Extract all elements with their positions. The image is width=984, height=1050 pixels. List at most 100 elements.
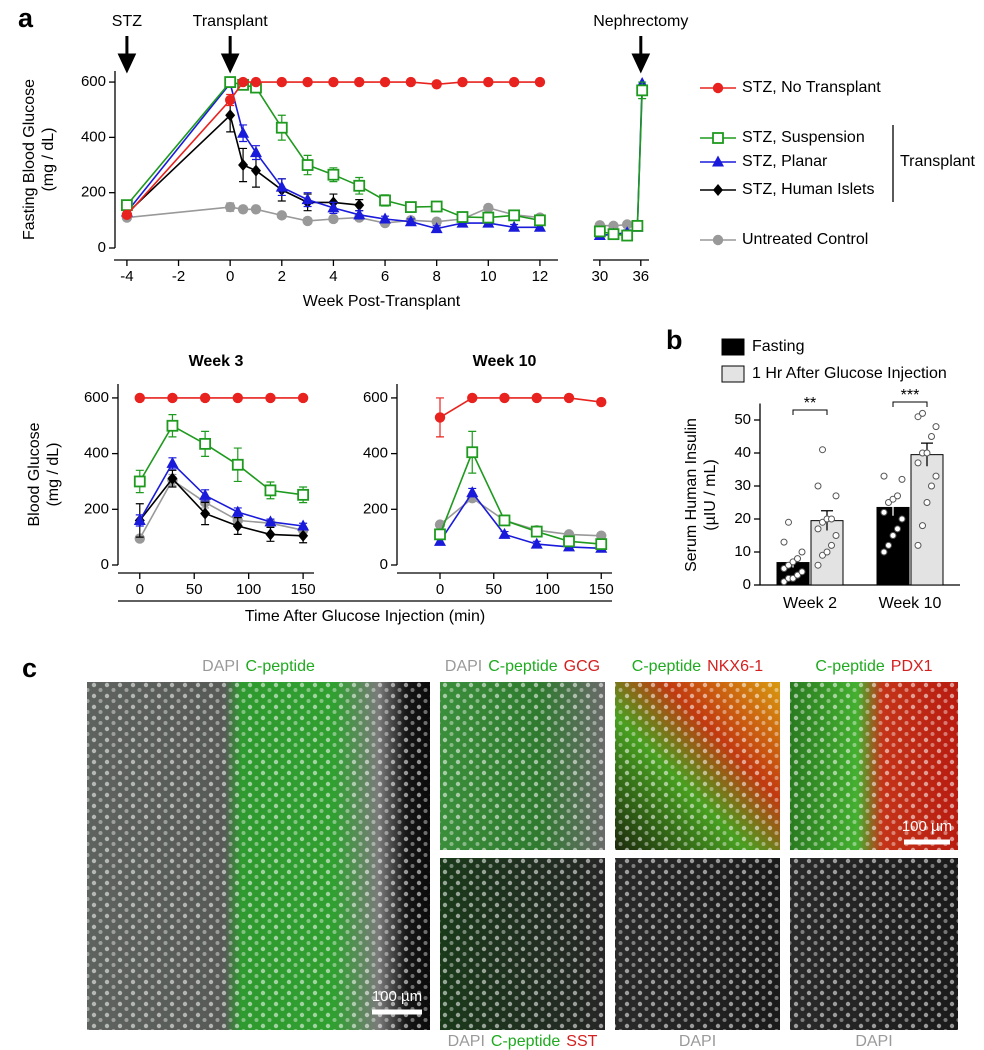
marker [456, 211, 469, 223]
marker [134, 533, 145, 544]
marker [530, 537, 543, 549]
marker [531, 392, 542, 404]
caption-part: C-peptide [245, 658, 314, 675]
marker [276, 76, 287, 88]
x-tick-label: 30 [591, 268, 608, 285]
x-tick-label: 0 [136, 581, 144, 598]
y-tick-label: 400 [363, 445, 388, 462]
legend-swatch [721, 365, 745, 383]
micrograph-texture [87, 682, 430, 1030]
marker [328, 76, 339, 88]
significance-bracket [892, 401, 928, 407]
caption-part: NKX6-1 [707, 658, 763, 675]
scale-bar-label: 100 µm [372, 988, 422, 1005]
y-axis-label: (µIU / mL) [702, 459, 719, 530]
x-tick-label: -4 [120, 268, 133, 285]
marker [167, 392, 178, 404]
y-tick-label: 0 [101, 556, 109, 573]
data-point [798, 568, 806, 576]
y-tick-label: 0 [743, 576, 751, 593]
caption-part: DAPI [448, 1033, 485, 1050]
data-point [828, 515, 835, 523]
caption-part: DAPI [855, 1033, 892, 1050]
caption-part: DAPI [679, 1033, 716, 1050]
y-tick-label: 30 [734, 477, 751, 494]
data-point [814, 525, 822, 533]
x-tick-label: Week 10 [879, 595, 942, 612]
marker [483, 76, 494, 88]
marker [167, 472, 178, 485]
y-tick-label: 200 [81, 184, 106, 201]
marker [354, 76, 365, 88]
marker [302, 215, 313, 227]
legend-label: Fasting [752, 338, 804, 355]
data-point [880, 548, 888, 556]
legend-swatch [721, 338, 745, 356]
y-tick-label: 600 [363, 389, 388, 406]
y-tick-label: 40 [734, 444, 751, 461]
marker [199, 392, 211, 404]
micrograph-texture [790, 682, 958, 850]
marker [595, 538, 608, 551]
series-line [139, 478, 304, 539]
legend-symbol [712, 132, 724, 144]
marker [250, 76, 262, 88]
marker [121, 199, 133, 212]
x-tick-label: -2 [172, 268, 185, 285]
y-tick-label: 0 [98, 239, 106, 256]
legend-symbol [712, 234, 724, 246]
marker [434, 412, 446, 423]
data-point [932, 423, 940, 431]
legend-label: 1 Hr After Glucose Injection [752, 365, 947, 382]
caption-part: C-peptide [815, 658, 884, 675]
x-tick-label: 100 [535, 581, 560, 598]
marker [231, 458, 244, 471]
legend-symbol [712, 82, 724, 94]
series-line [439, 450, 602, 545]
series-line [126, 206, 628, 227]
data-point [928, 433, 935, 440]
micrograph-caption: DAPI [679, 1033, 716, 1050]
marker [563, 392, 575, 404]
marker [275, 180, 288, 192]
data-point [914, 459, 922, 467]
marker [302, 76, 313, 88]
marker [636, 84, 649, 97]
series-line [126, 81, 643, 237]
marker [264, 484, 277, 497]
significance-label: ** [804, 395, 816, 412]
legend-label: STZ, Suspension [742, 129, 865, 146]
annotation-arrow [631, 36, 651, 74]
x-tick-label: 150 [589, 581, 614, 598]
marker [457, 76, 468, 88]
data-point [832, 532, 840, 539]
data-point [889, 532, 897, 539]
marker [430, 200, 443, 213]
data-point [814, 561, 822, 569]
y-tick-label: 50 [734, 411, 751, 428]
x-axis-label: Week Post-Transplant [303, 293, 461, 310]
series-line [139, 477, 304, 537]
y-axis-label: Blood Glucose [26, 422, 43, 526]
micrograph-caption: C-peptide NKX6-1 [632, 658, 764, 675]
marker [430, 222, 443, 234]
marker [607, 228, 620, 241]
marker [404, 201, 417, 213]
marker [134, 392, 145, 404]
data-point [894, 525, 901, 533]
x-tick-label: 6 [381, 268, 389, 285]
marker [166, 419, 179, 432]
marker [431, 216, 442, 227]
micrograph-texture [440, 858, 605, 1030]
legend-symbol [712, 155, 724, 167]
marker [199, 488, 212, 500]
x-tick-label: 150 [291, 581, 316, 598]
data-point [898, 515, 906, 523]
marker [166, 456, 179, 468]
annotation-arrow [117, 36, 137, 74]
micrograph-caption: DAPI C-peptide [202, 658, 315, 675]
marker [224, 76, 237, 88]
caption-part: C-peptide [632, 658, 701, 675]
marker [593, 225, 606, 238]
marker [250, 164, 261, 177]
